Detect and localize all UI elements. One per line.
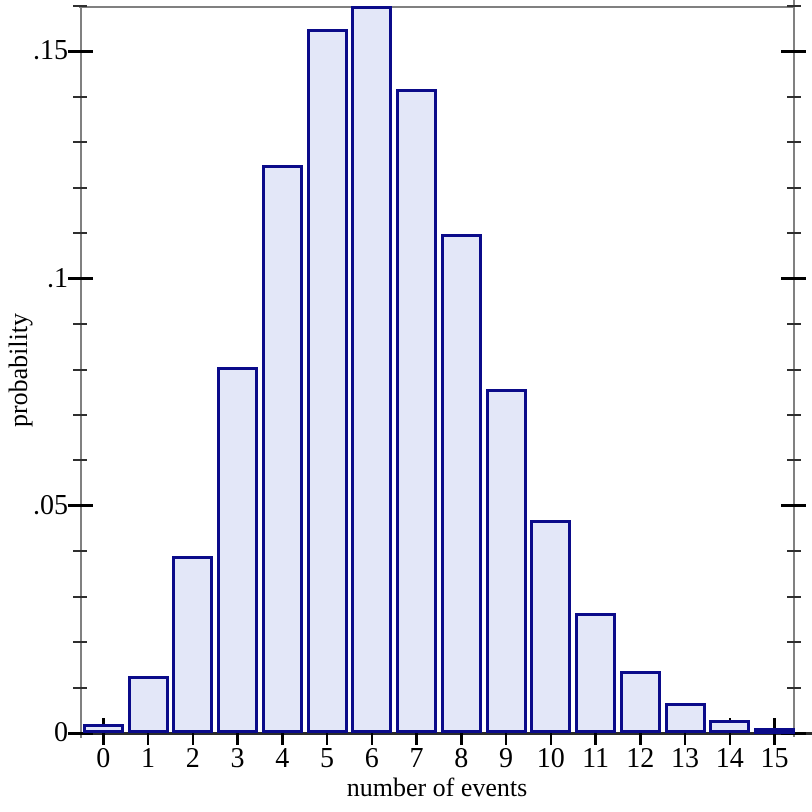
plot-frame-top-line: [79, 6, 795, 8]
x-tick-label: 10: [536, 743, 565, 774]
y-minor-tick: [787, 595, 801, 598]
y-axis-line-left: [80, 6, 82, 738]
bar-13: [664, 703, 706, 733]
x-tick-label: 7: [409, 743, 424, 774]
y-minor-tick: [787, 368, 801, 371]
x-tick-label: 12: [626, 743, 655, 774]
x-tick-label: 14: [715, 743, 744, 774]
y-minor-tick: [73, 550, 87, 553]
y-tick-label: .05: [33, 489, 68, 521]
y-tick-label: .1: [47, 262, 68, 294]
y-major-tick: [781, 277, 806, 281]
y-minor-tick: [73, 686, 87, 689]
x-tick-label: 2: [185, 743, 200, 774]
y-minor-tick: [73, 413, 87, 416]
y-major-tick: [68, 504, 93, 508]
y-major-tick: [68, 277, 93, 281]
y-minor-tick: [73, 368, 87, 371]
x-tick-label: 11: [582, 743, 610, 774]
x-tick-label: 13: [671, 743, 700, 774]
y-minor-tick: [73, 323, 87, 326]
bar-12: [619, 670, 661, 733]
y-major-tick: [781, 49, 806, 53]
x-axis-line: [68, 732, 812, 735]
y-minor-tick: [73, 641, 87, 644]
bar-3: [217, 366, 259, 733]
bar-2: [172, 555, 214, 733]
bar-5: [306, 29, 348, 733]
y-minor-tick: [787, 459, 801, 462]
x-tick-label: 8: [454, 743, 469, 774]
y-tick-label: 0: [54, 717, 68, 748]
bar-10: [530, 519, 572, 733]
y-tick-label: .15: [33, 35, 68, 67]
x-tick-label: 1: [141, 743, 156, 774]
y-minor-tick: [73, 5, 87, 7]
bar-0: [82, 723, 124, 733]
x-tick-label: 9: [499, 743, 514, 774]
bar-8: [440, 233, 482, 733]
bar-11: [575, 612, 617, 733]
y-minor-tick: [787, 5, 801, 7]
x-tick-label: 0: [96, 743, 111, 774]
y-minor-tick: [787, 550, 801, 553]
y-minor-tick: [787, 413, 801, 416]
y-minor-tick: [73, 186, 87, 189]
bar-6: [351, 5, 393, 733]
y-minor-tick: [787, 141, 801, 144]
y-minor-tick: [73, 595, 87, 598]
y-minor-tick: [787, 641, 801, 644]
bar-1: [127, 675, 169, 733]
y-minor-tick: [73, 95, 87, 98]
x-tick-label: 6: [364, 743, 379, 774]
y-axis-title: probability: [4, 312, 33, 427]
y-minor-tick: [787, 323, 801, 326]
bar-9: [485, 389, 527, 733]
y-minor-tick: [787, 232, 801, 235]
x-axis-title: number of events: [346, 773, 528, 802]
y-major-tick: [68, 731, 93, 735]
bar-14: [709, 719, 751, 733]
x-tick-label: 4: [275, 743, 290, 774]
y-minor-tick: [73, 141, 87, 144]
x-tick-label: 3: [230, 743, 245, 774]
x-tick-label: 5: [320, 743, 335, 774]
x-tick-label: 15: [760, 743, 789, 774]
y-minor-tick: [787, 186, 801, 189]
y-minor-tick: [73, 459, 87, 462]
y-major-tick: [68, 49, 93, 53]
y-minor-tick: [787, 686, 801, 689]
y-major-tick: [781, 504, 806, 508]
y-minor-tick: [787, 95, 801, 98]
bar-7: [396, 88, 438, 733]
bar-4: [261, 165, 303, 733]
y-minor-tick: [73, 232, 87, 235]
bar-15: [754, 727, 796, 734]
